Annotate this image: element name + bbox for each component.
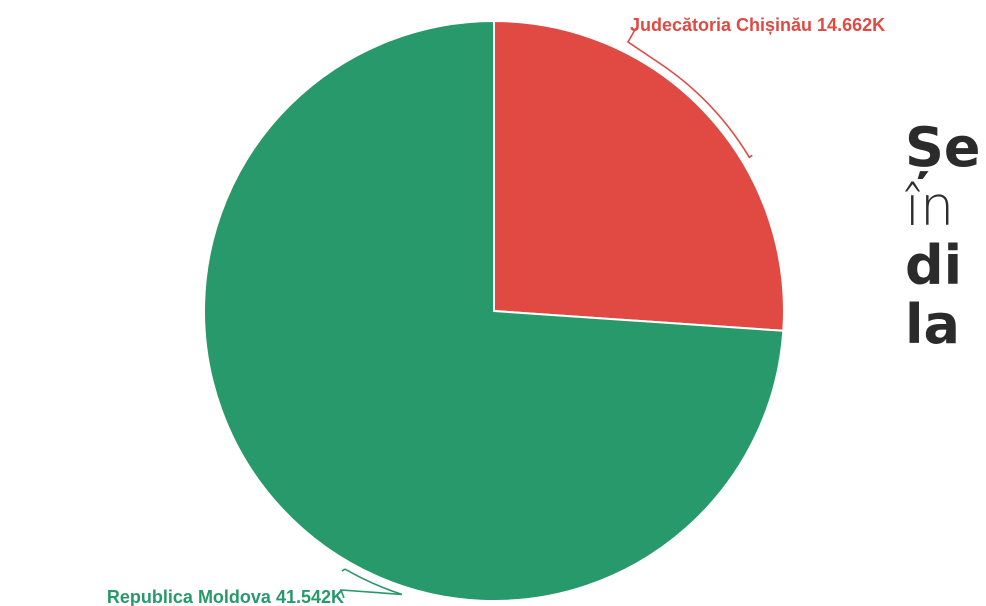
heading-line-3: di bbox=[905, 234, 963, 297]
pie-leader-line-1 bbox=[626, 27, 753, 159]
heading-line-4: la bbox=[905, 293, 960, 356]
pie-slice-label-1: Judecătoria Chișinău 14.662K bbox=[630, 15, 885, 35]
pie-leader-line-2 bbox=[339, 568, 403, 599]
heading-line-2: în bbox=[905, 175, 955, 238]
pie-slice-2 bbox=[203, 19, 785, 602]
heading-line-1: Șe bbox=[905, 116, 981, 179]
pie-slice-label-2: Republica Moldova 41.542K bbox=[107, 587, 344, 606]
pie-slice-1 bbox=[493, 19, 785, 332]
heading-text: Șe în di la bbox=[905, 118, 986, 354]
